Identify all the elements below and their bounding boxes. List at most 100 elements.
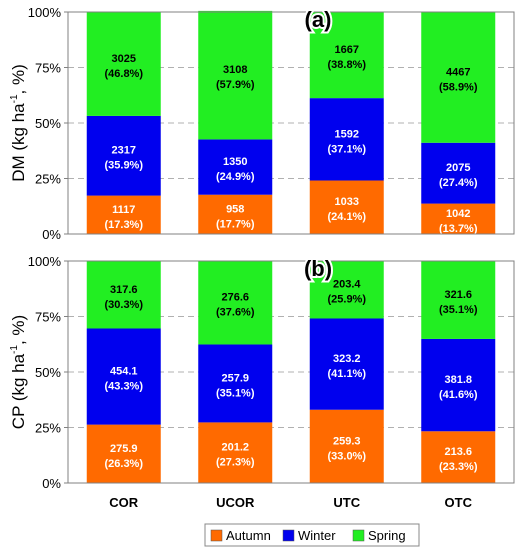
data-label-value: 1350 [223, 156, 247, 168]
data-label-percent: (17.7%) [216, 218, 255, 230]
x-tick-label: OTC [445, 495, 473, 510]
data-label-percent: (35.1%) [439, 304, 478, 316]
y-tick-label: 75% [35, 310, 61, 325]
bar-autumn-otc [421, 431, 496, 483]
x-tick-label: UCOR [216, 495, 255, 510]
bar-autumn-cor [86, 424, 161, 483]
data-label-value: 323.2 [333, 353, 361, 365]
chart-panel-a: 1117 (17.3%) 2317 (35.9%) 3025 (46.8%) 958 (17.… [9, 5, 515, 242]
data-label-value: 317.6 [110, 284, 138, 296]
legend-swatch-spring [352, 529, 365, 542]
data-label-value: 275.9 [110, 443, 138, 455]
data-label-value: 276.6 [221, 292, 249, 304]
bar-winter-utc [309, 98, 384, 181]
data-label-percent: (58.9%) [439, 81, 478, 93]
data-label-value: 1667 [335, 44, 359, 56]
bar-autumn-ucor [198, 422, 273, 483]
data-label-percent: (46.8%) [104, 68, 143, 80]
data-label-percent: (30.3%) [104, 299, 143, 311]
bar-winter-cor [86, 115, 161, 196]
bar-autumn-utc [309, 409, 384, 483]
data-label-percent: (37.1%) [327, 143, 366, 155]
bar-winter-ucor [198, 139, 273, 195]
y-tick-label: 0% [42, 227, 61, 242]
data-label-percent: (17.3%) [104, 219, 143, 231]
data-label-percent: (13.7%) [439, 223, 478, 235]
data-label-percent: (24.1%) [327, 211, 366, 223]
bar-winter-utc [309, 318, 384, 410]
bar-spring-ucor [198, 10, 273, 140]
y-tick-label: 25% [35, 421, 61, 436]
data-label-percent: (41.1%) [327, 368, 366, 380]
data-label-percent: (27.4%) [439, 177, 478, 189]
data-label-value: 3108 [223, 64, 247, 76]
x-tick-label: COR [109, 495, 139, 510]
data-label-value: 257.9 [221, 372, 249, 384]
panel-title: (b) [304, 256, 332, 281]
data-label-value: 259.3 [333, 435, 361, 447]
data-label-value: 1033 [335, 196, 359, 208]
y-tick-label: 0% [42, 476, 61, 491]
data-label-percent: (41.6%) [439, 389, 478, 401]
y-axis-label: DM (kg ha-1, %) [9, 64, 28, 182]
data-label-value: 381.8 [444, 374, 472, 386]
data-label-percent: (38.8%) [327, 59, 366, 71]
data-label-percent: (25.9%) [327, 294, 366, 306]
data-label-percent: (33.0%) [327, 450, 366, 462]
bar-winter-otc [421, 338, 496, 432]
bar-spring-utc [309, 261, 384, 319]
data-label-value: 321.6 [444, 289, 472, 301]
data-label-percent: (37.6%) [216, 307, 255, 319]
y-tick-label: 100% [28, 5, 62, 20]
y-tick-label: 25% [35, 172, 61, 187]
data-label-percent: (57.9%) [216, 79, 255, 91]
legend-frame [204, 523, 420, 547]
bar-autumn-utc [309, 180, 384, 234]
data-label-value: 1117 [112, 204, 135, 216]
data-label-value: 454.1 [110, 366, 138, 378]
panel-title: (a) [305, 7, 332, 32]
y-tick-label: 50% [35, 365, 61, 380]
data-label-value: 2075 [446, 162, 470, 174]
y-tick-label: 100% [28, 254, 62, 269]
legend-label-winter: Winter [298, 528, 336, 543]
bar-spring-otc [421, 261, 496, 339]
data-label-percent: (24.9%) [216, 171, 255, 183]
data-label-value: 1592 [335, 128, 359, 140]
bar-winter-cor [86, 328, 161, 425]
data-label-value: 958 [226, 203, 244, 215]
data-label-value: 201.2 [221, 442, 249, 454]
bar-spring-cor [86, 12, 161, 116]
bar-winter-otc [421, 142, 496, 204]
bar-spring-utc [309, 12, 384, 99]
data-label-value: 203.4 [333, 279, 361, 291]
legend-label-autumn: Autumn [226, 528, 271, 543]
legend-swatch-winter [282, 529, 295, 542]
data-label-percent: (26.3%) [104, 458, 143, 470]
data-label-value: 3025 [112, 53, 136, 65]
data-label-value: 1042 [446, 208, 470, 220]
legend-label-spring: Spring [368, 528, 406, 543]
bar-autumn-cor [86, 195, 161, 234]
bar-winter-ucor [198, 344, 273, 423]
x-tick-label: UTC [333, 495, 360, 510]
legend: Autumn Winter Spring [204, 523, 420, 547]
bar-spring-otc [421, 12, 496, 143]
y-tick-label: 50% [35, 116, 61, 131]
y-axis-label: CP (kg ha-1, %) [9, 315, 28, 429]
y-tick-label: 75% [35, 61, 61, 76]
data-label-value: 4467 [446, 66, 470, 78]
bar-autumn-otc [421, 203, 496, 234]
bar-spring-cor [86, 261, 161, 329]
data-label-value: 2317 [112, 145, 136, 157]
data-label-percent: (35.1%) [216, 387, 255, 399]
chart-panel-b: 275.9 (26.3%) 454.1 (43.3%) 317.6 (30.3%) 201.… [9, 254, 515, 510]
bar-spring-ucor [198, 261, 273, 345]
data-label-percent: (43.3%) [104, 381, 143, 393]
legend-swatch-autumn [210, 529, 223, 542]
data-label-percent: (23.3%) [439, 461, 478, 473]
data-label-value: 213.6 [444, 446, 472, 458]
data-label-percent: (27.3%) [216, 457, 255, 469]
